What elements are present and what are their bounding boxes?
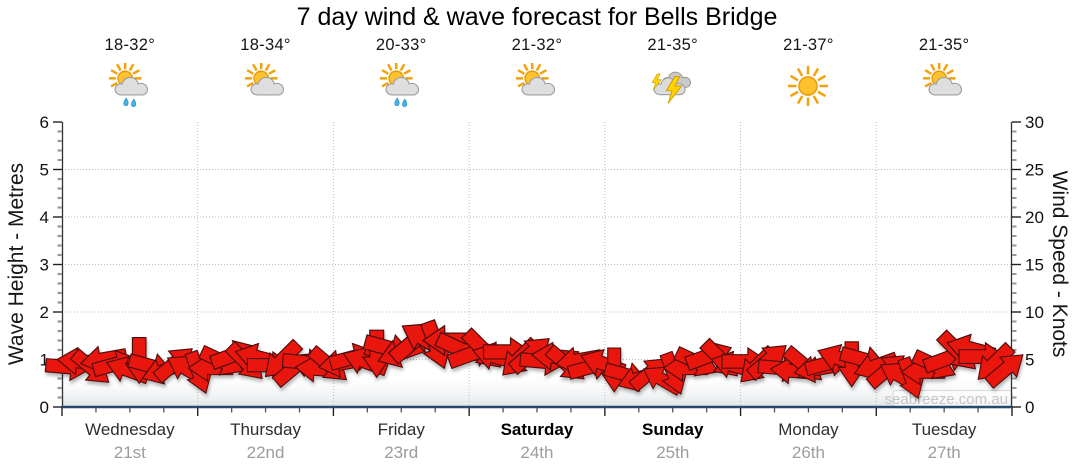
date-label: 27th [927, 443, 961, 462]
day-label: Tuesday [911, 420, 977, 439]
day-label: Monday [778, 420, 839, 439]
wind-arrows [44, 319, 1024, 400]
left-axis-tick-label: 6 [40, 113, 49, 132]
date-label: 25th [656, 443, 690, 462]
temperature-range-label: 21-35° [647, 36, 699, 54]
temperature-range-label: 21-35° [918, 36, 970, 54]
date-label: 26th [791, 443, 825, 462]
left-axis-tick-label: 2 [40, 303, 49, 322]
temperature-range-label: 18-34° [240, 36, 291, 54]
sun-cloud-icon [923, 63, 963, 96]
date-label: 21st [113, 443, 146, 462]
day-label: Thursday [230, 420, 301, 439]
sun-cloud-icon [515, 63, 555, 96]
day-label: Friday [377, 420, 425, 439]
date-label: 24th [520, 443, 554, 462]
sun-cloud-icon [244, 63, 284, 96]
day-column: 18-34° [198, 36, 334, 114]
day-label: Sunday [642, 420, 704, 439]
page-title: 7 day wind & wave forecast for Bells Bri… [296, 3, 778, 31]
left-axis-tick-label: 0 [40, 398, 49, 417]
day-column: 20-33° [333, 36, 469, 114]
sun-icon [788, 65, 829, 107]
day-column: 18-32° [62, 36, 198, 114]
right-axis-tick-label: 15 [1025, 256, 1044, 275]
left-axis-tick-label: 5 [40, 161, 49, 180]
right-axis-title: Wind Speed - Knots [1048, 170, 1071, 358]
temperature-range-label: 18-32° [104, 36, 156, 54]
temperature-range-label: 20-33° [375, 36, 427, 54]
sun-cloud-rain-icon [108, 63, 148, 108]
day-label: Saturday [500, 420, 574, 439]
sun-cloud-rain-icon [380, 63, 420, 108]
right-axis-tick-label: 30 [1025, 113, 1044, 132]
date-label: 22nd [246, 443, 285, 462]
day-column: 21-37° [741, 36, 877, 114]
temperature-range-label: 21-37° [783, 36, 834, 54]
right-axis-tick-label: 20 [1025, 208, 1044, 227]
right-axis-tick-label: 10 [1025, 303, 1044, 322]
day-column: 21-32° [469, 36, 605, 114]
right-axis-tick-label: 5 [1025, 351, 1034, 370]
left-axis-tick-label: 1 [40, 351, 49, 370]
wind-arrow [984, 354, 1024, 389]
left-axis-tick-label: 4 [40, 208, 49, 227]
day-column: 21-35° [876, 36, 1012, 114]
left-axis-tick-label: 3 [40, 256, 49, 275]
temperature-range-label: 21-32° [511, 36, 563, 54]
left-axis-title: Wave Height - Metres [5, 162, 28, 366]
thunderstorm-icon [651, 71, 691, 104]
day-label: Wednesday [85, 420, 175, 439]
date-label: 23rd [384, 443, 419, 462]
day-column: 21-35° [605, 36, 741, 114]
right-axis-tick-label: 0 [1025, 398, 1034, 417]
watermark: seabreeze.com.au [885, 391, 1008, 408]
right-axis-tick-label: 25 [1025, 161, 1044, 180]
